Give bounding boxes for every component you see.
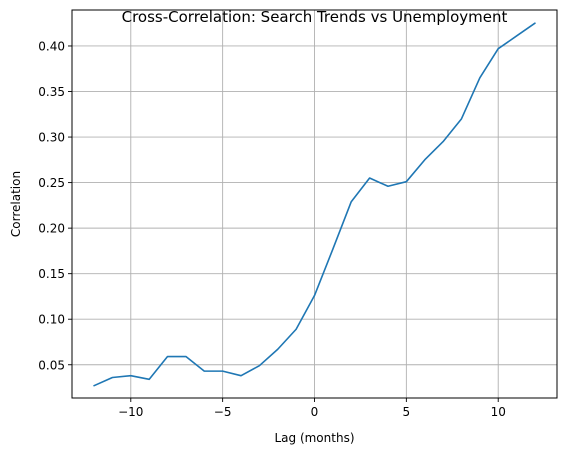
y-tick-label: 0.35: [38, 85, 65, 99]
series-line: [93, 22, 536, 387]
y-tick-label: 0.10: [38, 313, 65, 327]
y-axis-label: Correlation: [9, 171, 23, 237]
y-tick-label: 0.20: [38, 222, 65, 236]
x-tick-label: 5: [403, 405, 411, 419]
y-tick-label: 0.25: [38, 176, 65, 190]
x-tick-label: 0: [311, 405, 319, 419]
y-tick-label: 0.15: [38, 267, 65, 281]
grid: [72, 10, 557, 398]
y-tick-label: 0.30: [38, 131, 65, 145]
y-tick-label: 0.40: [38, 39, 65, 53]
x-tick-label: 10: [491, 405, 506, 419]
chart-title: Cross-Correlation: Search Trends vs Unem…: [122, 8, 508, 26]
y-tick-label: 0.05: [38, 358, 65, 372]
x-axis-label: Lag (months): [274, 431, 354, 445]
x-tick-label: −10: [118, 405, 143, 419]
series-layer: [93, 22, 536, 387]
x-tick-label: −5: [214, 405, 232, 419]
ticks: −10 −5 0 5 10 0.05 0.10 0.15 0.20 0.25 0.30 0.35 0.4…: [38, 39, 506, 419]
